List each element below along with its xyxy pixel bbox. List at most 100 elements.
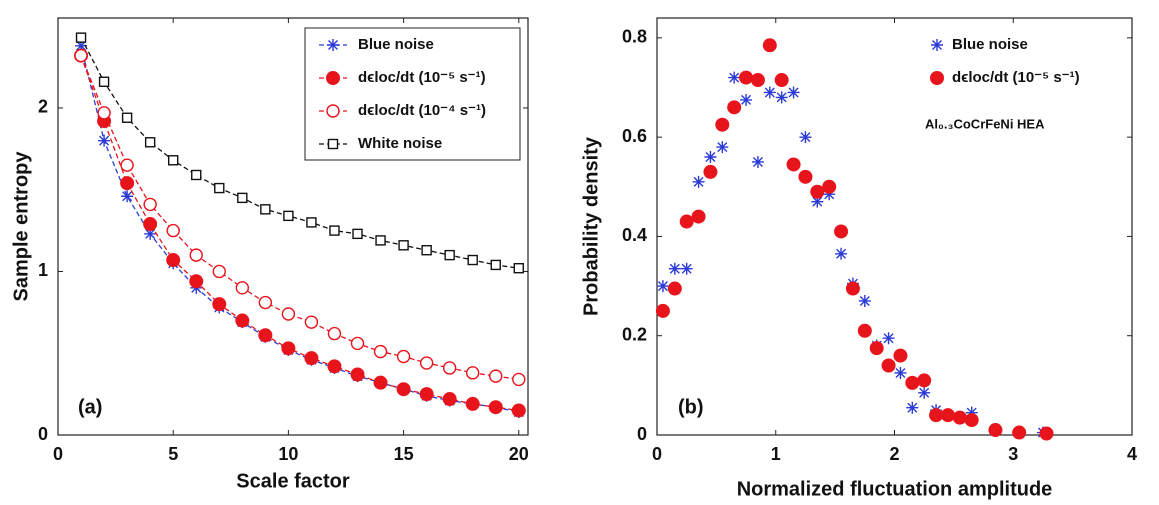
marker-circle xyxy=(304,351,319,366)
marker-open-circle xyxy=(396,349,411,364)
marker-open-circle xyxy=(281,307,296,321)
x-tick-label: 4 xyxy=(1127,444,1137,464)
x-tick-label: 3 xyxy=(1008,444,1018,464)
marker-star xyxy=(740,93,753,106)
marker-open-circle xyxy=(512,372,526,387)
marker-circle xyxy=(798,169,813,184)
legend-marker xyxy=(930,71,944,85)
marker-star xyxy=(692,175,705,188)
y-tick-label: 0 xyxy=(637,424,647,444)
marker-square xyxy=(191,169,202,181)
marker-square xyxy=(490,259,501,271)
y-tick-label: 1 xyxy=(38,260,48,280)
marker-circle xyxy=(715,117,730,132)
marker-circle xyxy=(834,224,849,239)
marker-circle xyxy=(327,359,342,374)
marker-open-circle xyxy=(212,264,226,279)
marker-square xyxy=(75,32,87,43)
marker-square xyxy=(283,210,294,222)
marker-star xyxy=(787,86,800,99)
marker-circle xyxy=(120,176,135,191)
marker-circle xyxy=(1039,426,1054,441)
marker-circle xyxy=(679,214,694,229)
marker-square xyxy=(121,112,133,123)
marker-star xyxy=(680,262,693,275)
marker-open-circle xyxy=(327,326,342,341)
marker-square xyxy=(260,204,271,215)
marker-circle xyxy=(929,408,944,423)
marker-circle xyxy=(750,73,765,88)
marker-circle xyxy=(212,297,227,312)
marker-open-circle xyxy=(74,48,88,63)
marker-circle xyxy=(905,375,920,390)
marker-open-circle xyxy=(258,295,273,310)
marker-circle xyxy=(786,157,801,172)
marker-star xyxy=(823,188,836,201)
marker-circle xyxy=(655,303,670,318)
marker-star xyxy=(799,131,812,144)
legend-marker xyxy=(326,71,340,85)
marker-star xyxy=(763,86,776,99)
marker-circle xyxy=(442,392,457,407)
legend-label: Blue noise xyxy=(358,36,434,53)
marker-circle xyxy=(762,38,777,53)
marker-circle xyxy=(893,348,908,363)
marker-open-circle xyxy=(120,158,134,172)
x-tick-label: 0 xyxy=(652,444,662,464)
marker-star xyxy=(121,190,134,203)
legend-label: dϵloc/dt (10⁻⁵ s⁻¹) xyxy=(358,69,486,86)
marker-circle xyxy=(511,403,526,418)
legend-marker xyxy=(931,39,943,51)
marker-open-circle xyxy=(189,248,203,262)
marker-open-circle xyxy=(442,361,457,375)
marker-square xyxy=(352,228,363,240)
marker-star xyxy=(918,386,931,399)
marker-open-circle xyxy=(350,336,365,351)
marker-circle xyxy=(235,313,250,328)
x-axis-label: Normalized fluctuation amplitude xyxy=(737,478,1053,500)
legend-label: dϵloc/dt (10⁻⁵ s⁻¹) xyxy=(952,69,1080,86)
marker-square xyxy=(144,137,156,148)
legend-label: White noise xyxy=(358,135,442,152)
marker-square xyxy=(421,245,432,256)
marker-circle xyxy=(703,164,718,179)
plot-area xyxy=(57,17,529,436)
marker-circle xyxy=(845,281,860,296)
marker-open-circle xyxy=(419,356,434,370)
marker-star xyxy=(751,155,764,168)
marker-circle xyxy=(258,328,273,343)
marker-square xyxy=(375,235,386,246)
marker-circle xyxy=(774,73,789,88)
x-tick-label: 20 xyxy=(509,444,529,464)
x-tick-label: 5 xyxy=(168,444,178,464)
marker-circle xyxy=(869,341,884,356)
x-axis-label: Scale factor xyxy=(236,470,350,492)
marker-square xyxy=(98,76,110,87)
marker-circle xyxy=(373,375,388,390)
y-tick-label: 0.8 xyxy=(622,27,647,47)
marker-star xyxy=(704,151,717,163)
legend-label: Blue noise xyxy=(952,36,1028,53)
marker-circle xyxy=(396,382,411,397)
marker-open-circle xyxy=(166,223,180,238)
marker-square xyxy=(167,155,179,166)
x-tick-label: 10 xyxy=(278,444,298,464)
marker-open-circle xyxy=(97,106,111,120)
marker-star xyxy=(858,294,871,307)
marker-circle xyxy=(1012,425,1027,440)
marker-open-circle xyxy=(143,197,157,212)
marker-star xyxy=(835,247,848,260)
marker-circle xyxy=(810,184,825,199)
marker-square xyxy=(214,182,225,194)
annotation: Al₀.₃CoCrFeNi HEA xyxy=(925,116,1045,131)
marker-star xyxy=(144,227,157,240)
marker-square xyxy=(329,225,340,236)
marker-star xyxy=(728,71,741,84)
marker-circle xyxy=(189,274,204,289)
x-tick-label: 1 xyxy=(771,444,781,464)
marker-star xyxy=(656,280,669,293)
marker-star xyxy=(811,195,824,208)
panel-label: (b) xyxy=(678,396,704,418)
marker-circle xyxy=(465,396,480,411)
